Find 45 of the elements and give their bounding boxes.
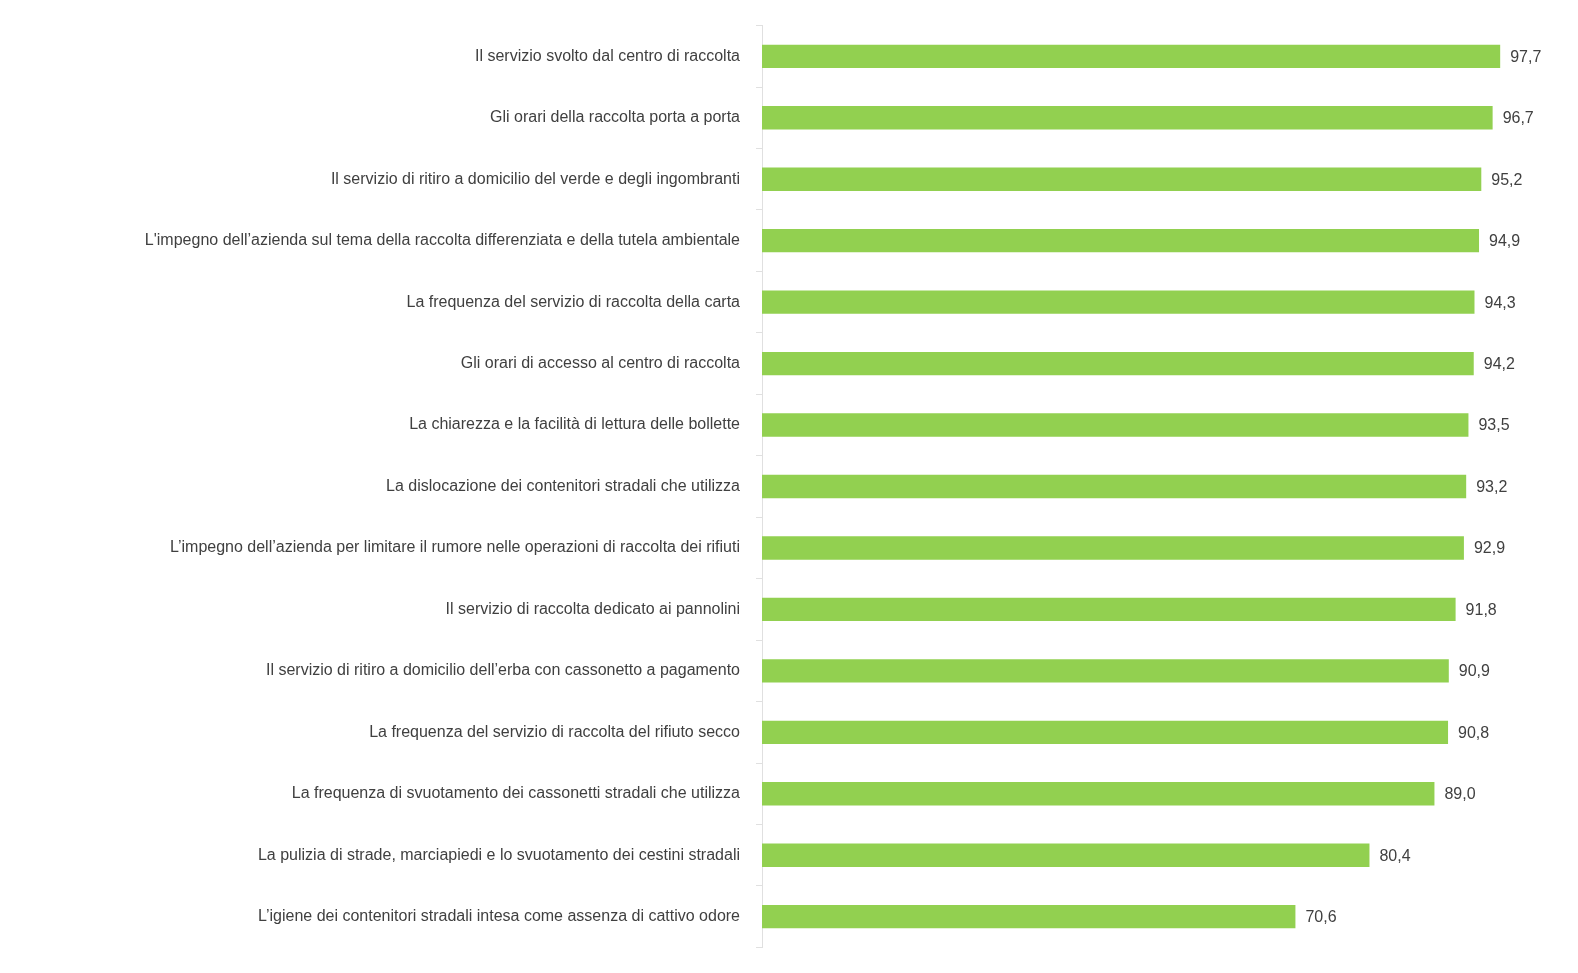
data-label: 90,8 — [1458, 723, 1490, 741]
y-tick-label: Gli orari di accesso al centro di raccolta — [460, 354, 741, 371]
data-label: 95,2 — [1491, 170, 1523, 188]
data-label: 94,3 — [1484, 293, 1516, 311]
y-tick-label: L’impegno dell’azienda per limitare il rumore nelle operazioni di raccolta dei rifiuti — [169, 538, 740, 556]
bar — [762, 351, 1474, 376]
y-tick-label: L’igiene dei contenitori stradali intesa come assenza di cattivo odore — [257, 907, 741, 925]
y-tick-label: Gli orari della raccolta porta a porta — [490, 108, 741, 126]
data-label: 94,9 — [1489, 232, 1521, 250]
data-label: 93,2 — [1476, 477, 1508, 495]
data-label: 70,6 — [1305, 908, 1337, 926]
data-label: 96,7 — [1502, 109, 1534, 127]
bar — [762, 536, 1464, 560]
y-tick-label: La frequenza di svuotamento dei cassonetti stradali che utilizza — [291, 784, 741, 802]
bar — [762, 290, 1475, 314]
bar — [762, 843, 1370, 867]
y-tick-label: Il servizio di ritiro a domicilio dell’erba con cassonetto a pagamento — [265, 661, 741, 679]
y-tick-label: La chiarezza e la facilità di lettura delle bollette — [409, 415, 741, 433]
y-tick-label: La frequenza del servizio di raccolta della carta — [406, 292, 741, 310]
y-tick-label: Il servizio di raccolta dedicato ai pannolini — [445, 599, 740, 617]
bar — [762, 413, 1469, 437]
y-tick-label: Il servizio svolto dal centro di raccolta — [475, 46, 741, 64]
data-label: 91,8 — [1465, 600, 1497, 618]
bar — [762, 782, 1435, 806]
data-label: 94,2 — [1483, 355, 1515, 372]
data-label: 89,0 — [1444, 785, 1476, 803]
data-label: 93,5 — [1478, 416, 1510, 434]
bar — [762, 229, 1480, 253]
bar — [762, 659, 1449, 683]
data-label: 92,9 — [1473, 539, 1506, 557]
bar — [762, 106, 1493, 130]
y-tick-label: La pulizia di strade, marciapiedi e lo svuotamento dei cestini stradali — [257, 845, 740, 863]
y-tick-label: L'impegno dell’azienda sul tema della raccolta differenziata e della tutela ambientale — [144, 231, 741, 249]
y-tick-label: La frequenza del servizio di raccolta del rifiuto secco — [369, 722, 741, 740]
bar — [762, 44, 1501, 68]
y-tick-label: Il servizio di ritiro a domicilio del verde e degli ingombranti — [330, 169, 740, 187]
bar — [762, 905, 1296, 929]
bar — [762, 720, 1449, 744]
data-label: 97,7 — [1510, 47, 1542, 65]
data-label: 80,4 — [1379, 846, 1411, 864]
data-label: 90,9 — [1458, 662, 1491, 680]
y-tick-label: La dislocazione dei contenitori stradali che utilizza — [386, 476, 741, 494]
bar — [762, 597, 1456, 622]
bar — [762, 167, 1482, 191]
bar — [762, 474, 1467, 499]
